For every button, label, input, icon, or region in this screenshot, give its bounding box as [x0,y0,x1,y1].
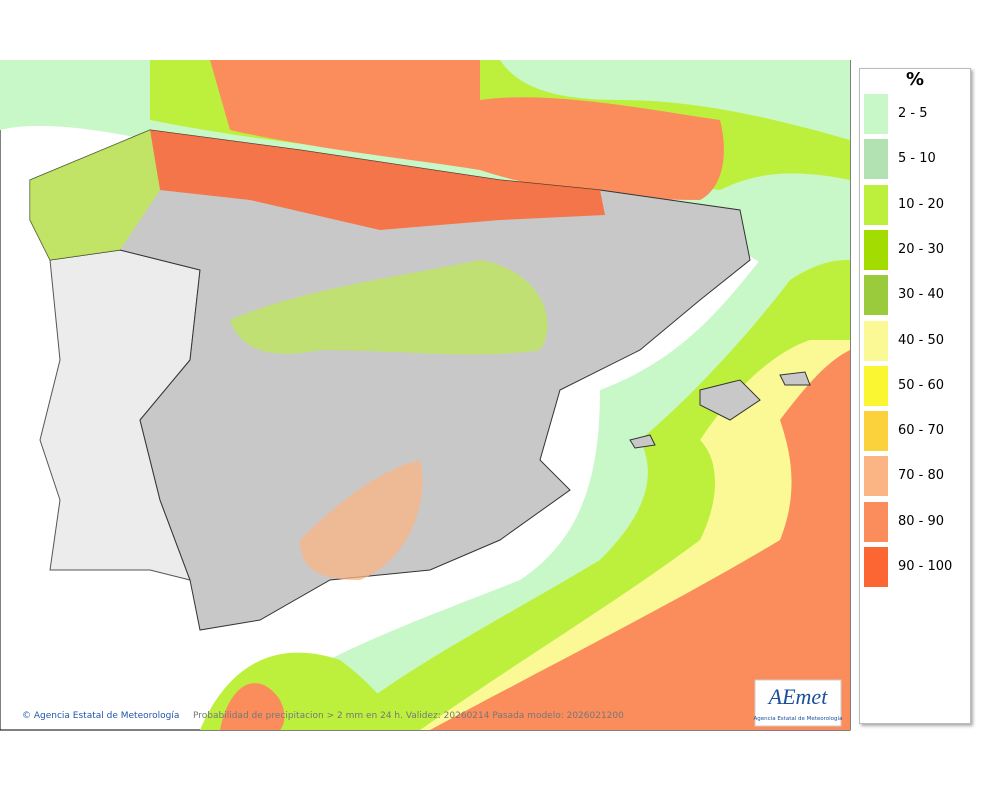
legend-swatch [864,275,888,316]
land [779,371,811,386]
footer-caption: Probabilidad de precipitacion > 2 mm en … [193,711,624,721]
legend-label: 60 - 70 [898,423,945,439]
legend-label: 10 - 20 [898,196,945,212]
footer-credit-text: Agencia Estatal de Meteorología [34,711,180,721]
legend-item: 50 - 60 [864,365,970,406]
legend-title: % [905,69,925,90]
legend-label: 5 - 10 [898,151,936,167]
legend-item: 30 - 40 [864,275,970,316]
land [629,434,656,449]
legend-swatch [864,365,888,406]
sea-band [500,60,850,140]
precip-area [30,130,160,260]
legend-item: 10 - 20 [864,184,970,225]
precip-area [150,130,605,230]
logo-subtitle: Agencia Estatal de Meteorología [754,715,843,722]
logo-name: AEmet [767,684,829,709]
legend-label: 70 - 80 [898,468,945,484]
legend-swatch [864,229,888,270]
legend-label: 50 - 60 [898,377,945,393]
legend-swatch [864,184,888,225]
legend-swatch [864,501,888,542]
legend-item: 20 - 30 [864,229,970,270]
legend-swatch [864,411,888,452]
legend-item: 2 - 5 [864,94,970,134]
legend-item: 70 - 80 [864,456,970,497]
legend-item: 80 - 90 [864,501,970,542]
legend-item: 40 - 50 [864,320,970,361]
land [699,379,761,421]
footer-credit: © Agencia Estatal de Meteorología [22,711,179,721]
legend-swatch [864,94,888,134]
sea-band [210,60,480,170]
legend-label: 20 - 30 [898,241,945,257]
legend-item: 60 - 70 [864,411,970,452]
legend-label: 90 - 100 [898,559,953,574]
legend-swatch [864,547,888,587]
sea-band [430,350,850,730]
legend-label: 40 - 50 [898,332,945,348]
sea-band [220,683,285,730]
land [29,129,751,631]
legend-label: 2 - 5 [898,106,928,121]
logo-box [754,679,842,727]
legend-item: 90 - 100 [864,547,970,587]
legend-item: 5 - 10 [864,139,970,180]
legend-label: 80 - 90 [898,513,945,529]
legend-swatch [864,139,888,180]
map: © Agencia Estatal de Meteorología Probab… [0,60,851,731]
precip-area [230,260,548,355]
legend-swatch [864,320,888,361]
legend: % 2 - 5 5 - 10 10 - 20 20 - 30 30 - 40 40 - 5… [859,68,971,724]
legend-label: 30 - 40 [898,287,945,303]
sea-band [480,97,724,200]
legend-swatch [864,456,888,497]
precip-area [300,460,423,580]
